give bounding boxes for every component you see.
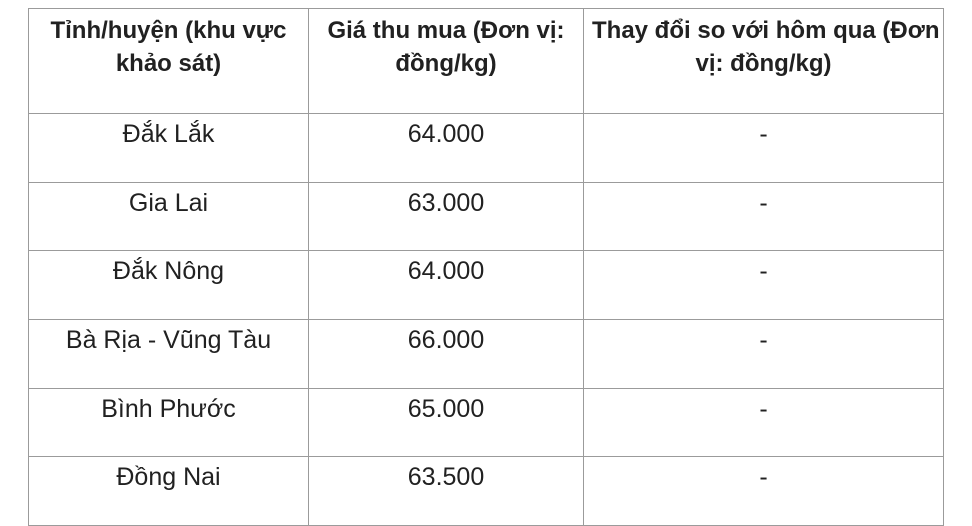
cell-province: Bình Phước: [28, 387, 309, 458]
cell-price: 65.000: [308, 387, 584, 458]
price-table-header: Tỉnh/huyện (khu vực khảo sát) Giá thu mu…: [28, 8, 944, 114]
cell-province: Đắk Nông: [28, 250, 309, 321]
table-row: Đồng Nai 63.500 -: [28, 456, 944, 526]
cell-province: Đắk Lắk: [28, 113, 309, 183]
cell-change: -: [583, 113, 944, 183]
cell-price: 64.000: [308, 113, 584, 183]
price-table-body: Đắk Lắk 64.000 - Gia Lai 63.000 - Đắk Nô…: [28, 113, 944, 526]
column-header-price-line2: đồng/kg): [395, 50, 497, 77]
cell-province: Bà Rịa - Vũng Tàu: [28, 319, 309, 389]
table-row: Đắk Nông 64.000 -: [28, 250, 944, 321]
column-header-change-line1: Thay đổi so với hôm qua (Đơn: [592, 17, 940, 44]
cell-province: Gia Lai: [28, 181, 309, 252]
cell-province: Đồng Nai: [28, 456, 309, 526]
column-header-change-line2: vị: đồng/kg): [695, 50, 832, 77]
cell-change: -: [583, 456, 944, 526]
table-row: Đắk Lắk 64.000 -: [28, 113, 944, 183]
cell-change: -: [583, 250, 944, 321]
cell-price: 63.000: [308, 181, 584, 252]
table-row: Gia Lai 63.000 -: [28, 181, 944, 252]
price-table: Tỉnh/huyện (khu vực khảo sát) Giá thu mu…: [28, 8, 944, 526]
cell-change: -: [583, 319, 944, 389]
column-header-change: Thay đổi so với hôm qua (Đơn vị: đồng/kg…: [583, 8, 944, 114]
column-header-province: Tỉnh/huyện (khu vực khảo sát): [28, 8, 309, 114]
cell-price: 64.000: [308, 250, 584, 321]
cell-change: -: [583, 181, 944, 252]
column-header-price-line1: Giá thu mua (Đơn vị:: [327, 17, 565, 44]
cell-change: -: [583, 387, 944, 458]
column-header-price: Giá thu mua (Đơn vị: đồng/kg): [308, 8, 584, 114]
cell-price: 63.500: [308, 456, 584, 526]
page-canvas: Tỉnh/huyện (khu vực khảo sát) Giá thu mu…: [28, 8, 944, 526]
header-row: Tỉnh/huyện (khu vực khảo sát) Giá thu mu…: [28, 8, 944, 114]
column-header-province-line1: Tỉnh/huyện (khu vực: [50, 17, 287, 44]
column-header-province-line2: khảo sát): [115, 50, 222, 77]
table-row: Bình Phước 65.000 -: [28, 387, 944, 458]
cell-price: 66.000: [308, 319, 584, 389]
table-row: Bà Rịa - Vũng Tàu 66.000 -: [28, 319, 944, 389]
